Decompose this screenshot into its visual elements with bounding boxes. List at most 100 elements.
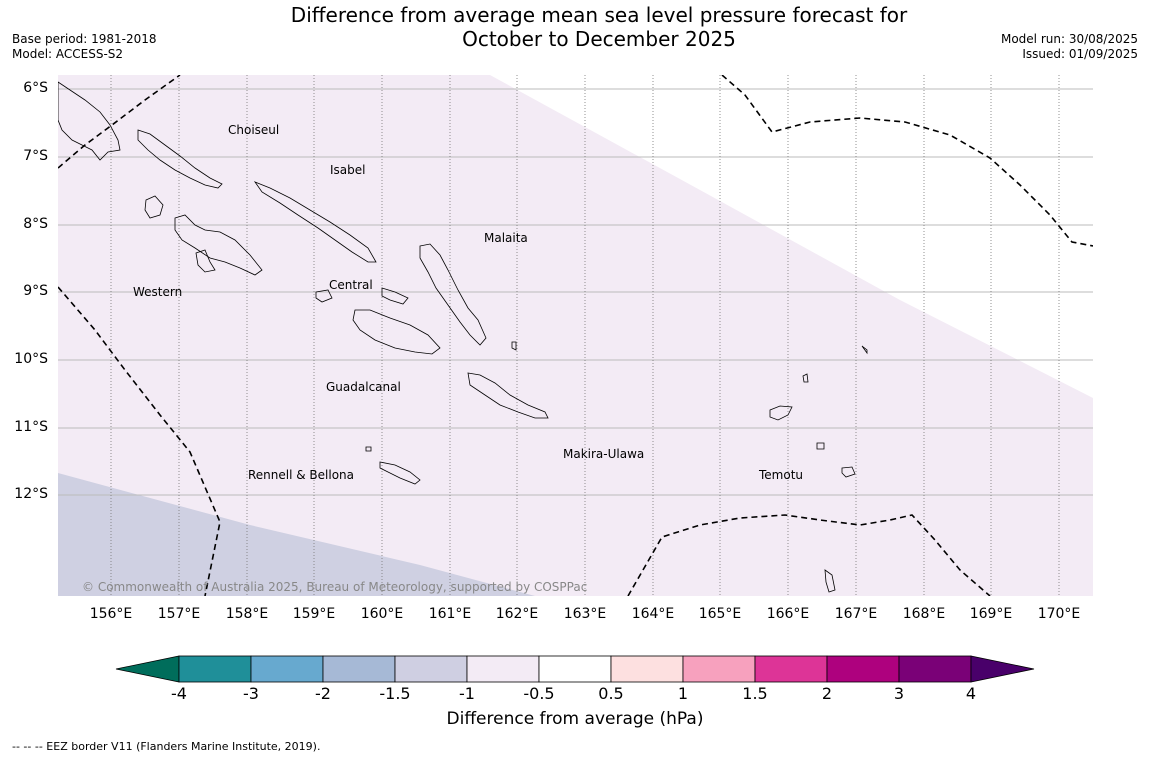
- colorbar-tick: 1: [677, 684, 689, 703]
- title-line-2: October to December 2025: [462, 27, 736, 51]
- lat-label-11s: 11°S: [14, 419, 48, 435]
- anomaly-region-medium: [58, 473, 535, 596]
- lat-gridlines: [58, 88, 1093, 496]
- tikopia-island: [824, 569, 836, 593]
- region-label-isabel: Isabel: [330, 163, 366, 177]
- base-period: Base period: 1981-2018: [12, 32, 157, 46]
- rennell-island: [379, 461, 421, 485]
- colorbar-tick: -1.5: [379, 684, 411, 703]
- colorbar-bin-7: [610, 655, 684, 683]
- meta-left: Base period: 1981-2018 Model: ACCESS-S2: [12, 32, 157, 62]
- eez-borders: [58, 75, 1093, 596]
- map-area: [58, 75, 1093, 596]
- meta-right: Model run: 30/08/2025 Issued: 01/09/2025: [1001, 32, 1138, 62]
- bougainville-island: [58, 81, 121, 161]
- region-label-guadalcanal: Guadalcanal: [326, 380, 401, 394]
- lon-label-161e: 161°E: [428, 606, 472, 622]
- lat-label-6s: 6°S: [23, 80, 48, 96]
- colorbar-tick: 4: [965, 684, 977, 703]
- lon-label-168e: 168°E: [902, 606, 946, 622]
- title-line-1: Difference from average mean sea level p…: [290, 3, 908, 27]
- colorbar-bin-5: [466, 655, 540, 683]
- colorbar-bin-2: [250, 655, 324, 683]
- vanikoro-island: [841, 466, 856, 478]
- colorbar-extend-high: [970, 655, 1035, 683]
- colorbar-tick: -1: [459, 684, 475, 703]
- lon-label-166e: 166°E: [766, 606, 810, 622]
- new-georgia-island: [174, 214, 263, 276]
- lat-label-12s: 12°S: [14, 486, 48, 502]
- colorbar-tick: 0.5: [598, 684, 624, 703]
- eez-legend-footer: -- -- -- EEZ border V11 (Flanders Marine…: [12, 740, 321, 753]
- lon-label-162e: 162°E: [495, 606, 539, 622]
- makira-island: [467, 372, 549, 419]
- santa-cruz-island: [769, 405, 793, 421]
- lon-label-163e: 163°E: [563, 606, 607, 622]
- colorbar-extend-low: [115, 655, 180, 683]
- lat-label-9s: 9°S: [23, 283, 48, 299]
- colorbar-bin-6: [538, 655, 612, 683]
- rendova-island: [195, 249, 216, 273]
- lon-label-158e: 158°E: [225, 606, 269, 622]
- colorbar-bin-3: [322, 655, 396, 683]
- colorbar-label: Difference from average (hPa): [446, 709, 704, 729]
- region-label-central: Central: [329, 278, 373, 292]
- eez-border-south-east: [627, 514, 991, 596]
- lat-label-10s: 10°S: [14, 351, 48, 367]
- colorbar-tick: -2: [315, 684, 331, 703]
- bellona-island: [365, 446, 372, 452]
- model-name: Model: ACCESS-S2: [12, 47, 124, 61]
- model-run: Model run: 30/08/2025: [1000, 32, 1138, 46]
- map-title: Difference from average mean sea level p…: [0, 3, 1150, 51]
- colorbar-bin-8: [682, 655, 756, 683]
- eez-border-north-east: [721, 75, 1093, 247]
- colorbar-bin-1: [178, 655, 252, 683]
- russell-island: [381, 287, 409, 305]
- issued-date: Issued: 01/09/2025: [1022, 47, 1138, 61]
- region-label-choiseul: Choiseul: [228, 123, 280, 137]
- duff-island: [861, 345, 868, 355]
- lon-label-160e: 160°E: [360, 606, 404, 622]
- colorbar-tick: -4: [171, 684, 187, 703]
- colorbar-bin-11: [898, 655, 972, 683]
- choiseul-island: [137, 129, 223, 189]
- lon-label-156e: 156°E: [89, 606, 133, 622]
- ontong-java-small: [511, 341, 517, 351]
- isabel-island: [253, 181, 377, 263]
- anomaly-region-light: [58, 75, 1093, 596]
- colorbar-bin-10: [826, 655, 900, 683]
- colorbar-bin-4: [394, 655, 468, 683]
- lon-label-169e: 169°E: [969, 606, 1013, 622]
- lon-label-165e: 165°E: [698, 606, 742, 622]
- guadalcanal-island: [352, 309, 441, 355]
- region-label-temotu: Temotu: [759, 468, 804, 482]
- colorbar-tick: 1.5: [742, 684, 768, 703]
- lon-label-157e: 157°E: [157, 606, 201, 622]
- utupua-island: [816, 442, 825, 450]
- lon-label-170e: 170°E: [1037, 606, 1081, 622]
- lon-label-164e: 164°E: [631, 606, 675, 622]
- colorbar-tick: 2: [821, 684, 833, 703]
- colorbar-tick: -3: [243, 684, 259, 703]
- lon-label-167e: 167°E: [834, 606, 878, 622]
- lon-label-159e: 159°E: [292, 606, 336, 622]
- copyright-notice: © Commonwealth of Australia 2025, Bureau…: [82, 580, 588, 594]
- colorbar: [115, 655, 1035, 683]
- colorbar-bin-9: [754, 655, 828, 683]
- eez-border-west: [58, 286, 221, 596]
- region-label-rennell-bellona: Rennell & Bellona: [248, 468, 355, 482]
- nggela-island: [315, 289, 333, 303]
- region-label-malaita: Malaita: [484, 231, 528, 245]
- colorbar-tick: 3: [893, 684, 905, 703]
- vella-lavella-island: [144, 195, 164, 219]
- eez-border-north-west: [58, 75, 181, 169]
- island-outlines: [58, 81, 868, 593]
- reef-island: [802, 373, 809, 383]
- region-label-western: Western: [133, 285, 183, 299]
- region-label-makira-ulawa: Makira-Ulawa: [563, 447, 645, 461]
- malaita-island: [419, 243, 487, 346]
- colorbar-tick: -0.5: [523, 684, 555, 703]
- lat-label-7s: 7°S: [23, 148, 48, 164]
- lat-label-8s: 8°S: [23, 216, 48, 232]
